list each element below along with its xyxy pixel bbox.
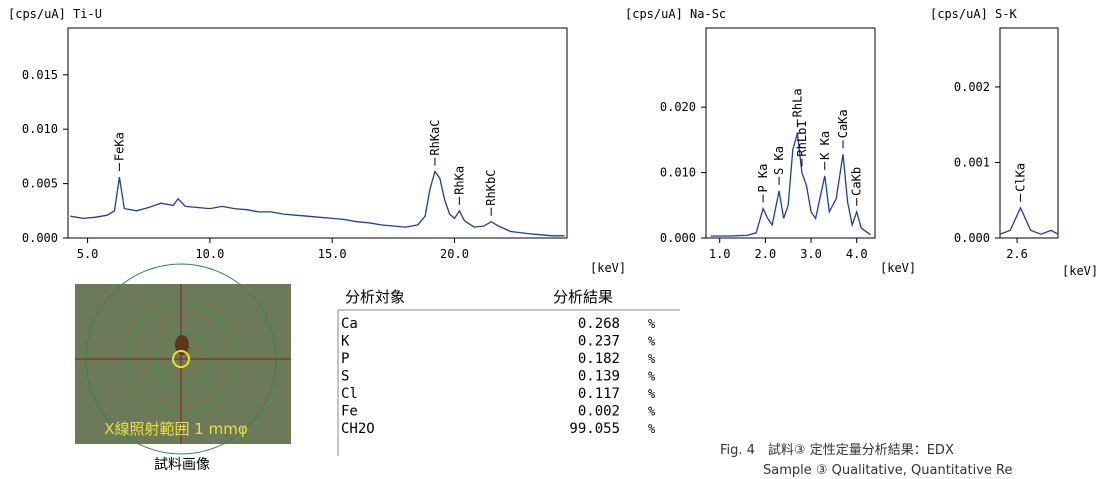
table-cell: %	[648, 317, 656, 331]
peak-label: S Ka	[772, 146, 786, 175]
table-cell: %	[648, 422, 656, 436]
photo-sample	[175, 335, 189, 355]
table-cell: %	[648, 405, 656, 419]
chart-title: [cps/uA] Ti-U	[8, 7, 102, 21]
x-tick-label: 5.0	[77, 247, 99, 261]
table-cell: 99.055	[569, 421, 620, 437]
peak-label: RhLb1	[795, 120, 809, 156]
peak-label: CaKa	[836, 109, 850, 138]
table-cell: Cl	[341, 386, 358, 402]
peak-label: CaKb	[850, 167, 864, 196]
table-cell: %	[648, 335, 656, 349]
x-axis-label: [keV]	[1062, 264, 1098, 278]
y-tick-label: 0.015	[22, 68, 58, 82]
peak-label: K Ka	[818, 131, 832, 160]
peak-label: RhKaC	[428, 120, 442, 156]
table-cell: 0.237	[578, 334, 620, 350]
y-tick-label: 0.010	[660, 166, 696, 180]
x-axis-label: [keV]	[590, 261, 626, 275]
photo-caption: 試料画像	[154, 457, 210, 473]
spectrum-line	[710, 133, 871, 237]
x-tick-label: 15.0	[318, 247, 347, 261]
x-tick-label: 4.0	[846, 247, 868, 261]
spectrum-line	[999, 206, 1059, 235]
table-cell: 0.182	[578, 351, 620, 367]
peak-label: P Ka	[756, 164, 770, 193]
table-cell: CH2O	[341, 421, 375, 437]
figure-caption: Fig. 4 試料③ 定性定量分析結果：EDX	[720, 442, 954, 458]
y-tick-label: 0.005	[22, 177, 58, 191]
table-cell: 0.268	[578, 316, 620, 332]
plot-frame	[67, 27, 568, 239]
y-tick-label: 0.000	[660, 231, 696, 245]
y-tick-label: 0.002	[954, 80, 990, 94]
y-tick-label: 0.000	[22, 231, 58, 245]
table-cell: 0.139	[578, 369, 620, 385]
photo-background	[75, 284, 291, 444]
table-cell: %	[648, 387, 656, 401]
table-cell: 0.117	[578, 386, 620, 402]
table-background	[323, 284, 680, 456]
peak-label: ClKa	[1013, 163, 1027, 192]
table-header: 分析対象	[345, 288, 405, 306]
peak-label: RhKbC	[484, 170, 498, 206]
y-tick-label: 0.010	[22, 122, 58, 136]
table-cell: Ca	[341, 316, 358, 332]
photo-label: X線照射範囲 1 mmφ	[104, 420, 248, 438]
spectra: [cps/uA] Ti-U [keV] 0.000 0.005 0.010 0.015 5.…	[8, 7, 1098, 278]
x-tick-label: 10.0	[195, 247, 224, 261]
y-tick-label: 0.020	[660, 100, 696, 114]
y-tick-label: 0.001	[954, 155, 990, 169]
photo-spot	[172, 350, 190, 368]
chart-title: [cps/uA] S-K	[930, 7, 1017, 21]
table-cell: P	[341, 351, 349, 367]
result-table: 分析対象 分析結果 Ca 0.268 % K 0.237 % P 0.182 % S 0.139 % C…	[323, 284, 680, 456]
chart-title: [cps/uA] Na-Sc	[625, 7, 726, 21]
table-cell: S	[341, 369, 349, 385]
plot-frame	[999, 27, 1059, 239]
peak-label: RhLa	[790, 88, 804, 117]
plot-frame	[705, 27, 876, 239]
peak-label: RhKa	[452, 166, 466, 195]
table-cell: %	[648, 352, 656, 366]
y-tick-label: 0.000	[954, 231, 990, 245]
sample-photo: X線照射範囲 1 mmφ 試料画像	[75, 263, 291, 473]
x-tick-label: 20.0	[440, 247, 469, 261]
table-cell: K	[341, 334, 350, 350]
x-tick-label: 1.0	[709, 247, 731, 261]
table-cell: %	[648, 370, 656, 384]
table-header: 分析結果	[553, 288, 613, 306]
x-tick-label: 2.6	[1006, 247, 1028, 261]
figure-caption: Sample ③ Qualitative, Quantitative Re	[763, 463, 1012, 478]
x-axis-label: [keV]	[880, 261, 916, 275]
peak-label: FeKa	[112, 132, 126, 161]
table-cell: 0.002	[578, 404, 620, 420]
x-tick-label: 3.0	[800, 247, 822, 261]
spectrum-line	[70, 170, 565, 237]
table-cell: Fe	[341, 404, 358, 420]
x-tick-label: 2.0	[755, 247, 777, 261]
